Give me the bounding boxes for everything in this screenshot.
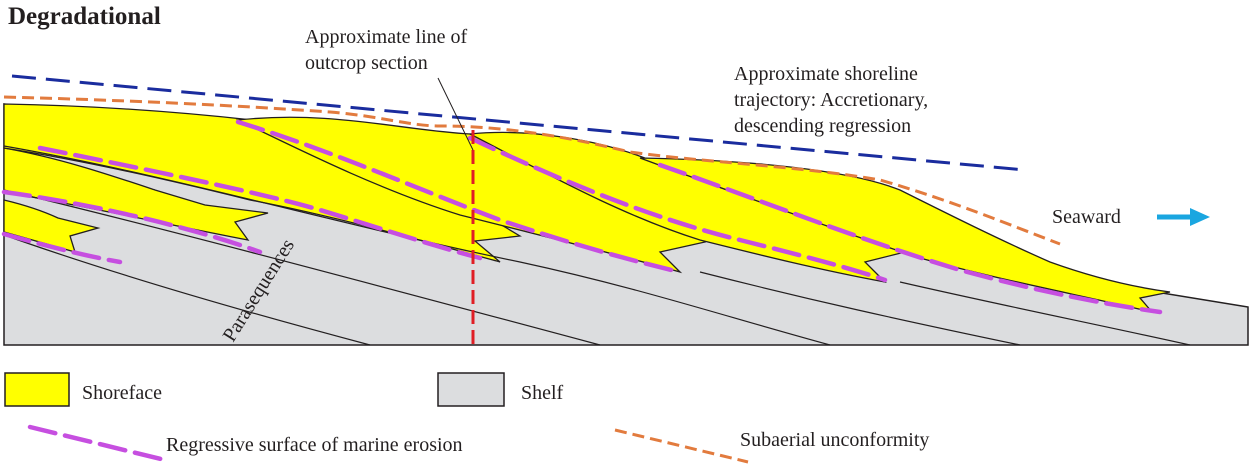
rsme-surface	[1, 189, 263, 255]
legend-shelf-swatch	[437, 372, 505, 407]
shoreface-wedges	[3, 103, 1171, 314]
legend-unconformity-label: Subaerial unconformity	[740, 429, 929, 451]
subaerial-unconformity-line	[3, 95, 1061, 246]
parasequence-boundary	[699, 271, 1021, 346]
shoreline-trajectory-label-line: descending regression	[734, 115, 911, 137]
legend-shoreface-label: Shoreface	[82, 382, 162, 404]
rsme-surfaces	[1, 119, 1163, 315]
legend-rsme-label: Regressive surface of marine erosion	[166, 434, 463, 456]
legend: Shoreface Shelf Regressive surface of ma…	[4, 372, 929, 464]
rsme-surface	[657, 162, 1163, 315]
rsme-surface	[235, 119, 683, 275]
legend-unconformity-swatch	[614, 428, 749, 464]
shoreline-trajectory-label-line: Approximate shoreline	[734, 63, 918, 85]
outcrop-leader-line	[437, 77, 474, 151]
seaward-label: Seaward	[1052, 206, 1121, 228]
outcrop-line-label-line: Approximate line of	[305, 26, 468, 48]
rsme-surface	[467, 135, 888, 283]
parasequence-boundary	[899, 281, 1191, 346]
rsme-surface	[37, 145, 483, 261]
shoreline-trajectory-label-line: trajectory: Accretionary,	[734, 89, 928, 111]
diagram-title: Degradational	[8, 3, 161, 30]
parasequence-boundary	[3, 234, 371, 346]
seaward-arrow-icon	[1157, 208, 1210, 226]
outcrop-line-label-line: outcrop section	[305, 52, 428, 74]
legend-shoreface-swatch	[4, 372, 70, 407]
shoreline-trajectory-label: Approximate shoreline trajectory: Accret…	[734, 63, 933, 137]
legend-rsme-swatch	[27, 424, 168, 463]
rsme-surface	[1, 231, 123, 265]
parasequence-boundary	[3, 189, 601, 346]
shoreface-wedge-2	[3, 147, 269, 241]
parasequence-boundaries	[3, 145, 1191, 346]
outcrop-line-label: Approximate line of outcrop section	[305, 26, 472, 74]
legend-shelf-label: Shelf	[521, 382, 564, 404]
parasequence-boundary	[3, 145, 831, 346]
